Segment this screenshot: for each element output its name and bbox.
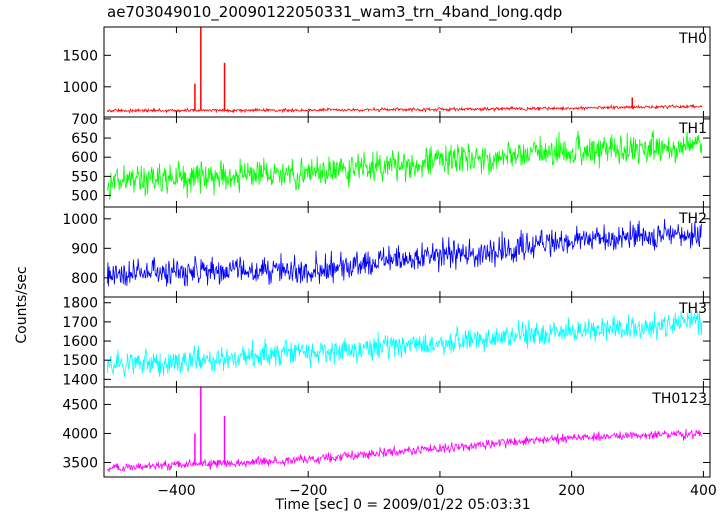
panel-frame-TH3 bbox=[103, 296, 711, 388]
ytick-label-TH2-900: 900 bbox=[71, 241, 98, 257]
ytick-label-TH1-700: 700 bbox=[71, 112, 98, 128]
ytick-label-TH0-1000: 1000 bbox=[62, 80, 98, 96]
panel-label-TH2: TH2 bbox=[678, 211, 707, 227]
ytick-label-TH2-1000: 1000 bbox=[62, 212, 98, 228]
ytick-label-TH0123-3500: 3500 bbox=[62, 455, 98, 471]
ytick-label-TH3-1500: 1500 bbox=[62, 353, 98, 369]
series-TH0 bbox=[106, 103, 703, 114]
x-axis-label: Time [sec] 0 = 2009/01/22 05:03:31 bbox=[275, 497, 531, 513]
panel-label-TH3: TH3 bbox=[678, 301, 707, 317]
ytick-label-TH0123-4500: 4500 bbox=[62, 397, 98, 413]
ytick-label-TH1-600: 600 bbox=[71, 150, 98, 166]
ytick-label-TH1-550: 550 bbox=[71, 169, 98, 185]
ytick-label-TH2-800: 800 bbox=[71, 271, 98, 287]
panel-label-TH0: TH0 bbox=[678, 31, 707, 47]
ytick-label-TH0-1500: 1500 bbox=[62, 48, 98, 64]
ytick-label-TH3-1400: 1400 bbox=[62, 372, 98, 388]
ytick-label-TH0123-4000: 4000 bbox=[62, 426, 98, 442]
xtick-label--200: −200 bbox=[289, 483, 327, 499]
xtick-label-0: 0 bbox=[435, 483, 444, 499]
ytick-label-TH1-500: 500 bbox=[71, 189, 98, 205]
ytick-label-TH3-1700: 1700 bbox=[62, 315, 98, 331]
panel-label-TH0123: TH0123 bbox=[651, 391, 707, 407]
ytick-label-TH1-650: 650 bbox=[71, 131, 98, 147]
xtick-label--400: −400 bbox=[157, 483, 195, 499]
series-TH3 bbox=[106, 310, 703, 378]
xtick-label-400: 400 bbox=[690, 483, 717, 499]
series-TH0123 bbox=[106, 428, 703, 473]
panel-frame-TH2 bbox=[103, 206, 711, 298]
ytick-label-TH3-1800: 1800 bbox=[62, 296, 98, 312]
panel-frame-TH0123 bbox=[103, 386, 711, 478]
series-TH1 bbox=[106, 130, 703, 200]
panel-label-TH1: TH1 bbox=[678, 121, 707, 137]
xtick-label-200: 200 bbox=[558, 483, 585, 499]
ytick-label-TH3-1600: 1600 bbox=[62, 334, 98, 350]
chart-title: ae703049010_20090122050331_wam3_trn_4ban… bbox=[107, 3, 563, 21]
series-TH2 bbox=[106, 218, 703, 287]
